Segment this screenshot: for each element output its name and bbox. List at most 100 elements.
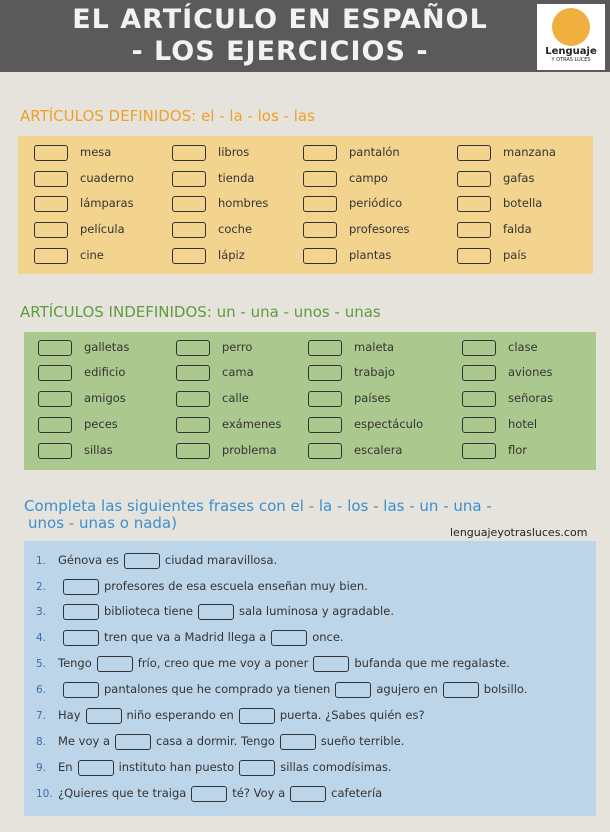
word-item: maleta <box>308 339 395 356</box>
header: EL ARTÍCULO EN ESPAÑOL - LOS EJERCICIOS … <box>0 0 610 72</box>
sentence-number: 5. <box>36 658 47 670</box>
indefinidos-title: ARTÍCULOS INDEFINIDOS: un - una - unos -… <box>20 303 381 321</box>
answer-blank[interactable] <box>85 707 122 724</box>
answer-box[interactable] <box>303 170 337 187</box>
answer-box[interactable] <box>176 442 210 459</box>
answer-box[interactable] <box>172 144 206 161</box>
answer-box[interactable] <box>457 170 491 187</box>
answer-box[interactable] <box>176 390 210 407</box>
answer-box[interactable] <box>172 247 206 264</box>
word-item: amigos <box>38 390 126 407</box>
answer-box[interactable] <box>176 364 210 381</box>
answer-blank[interactable] <box>271 629 308 646</box>
sentence-text: bufanda que me regalaste. <box>354 656 510 670</box>
sentence-text: Génova es <box>58 553 119 567</box>
answer-box[interactable] <box>457 195 491 212</box>
sentence-item: 8. Me voy a casa a dormir. Tengo sueño terr… <box>36 732 404 751</box>
answer-box[interactable] <box>462 416 496 433</box>
answer-blank[interactable] <box>197 603 234 620</box>
answer-box[interactable] <box>462 364 496 381</box>
word-label: peces <box>84 417 118 431</box>
answer-box[interactable] <box>176 339 210 356</box>
answer-blank[interactable] <box>63 578 99 595</box>
answer-box[interactable] <box>38 416 72 433</box>
word-label: gafas <box>503 171 535 185</box>
answer-box[interactable] <box>34 221 68 238</box>
answer-blank[interactable] <box>63 603 99 620</box>
sentence-text: puerta. ¿Sabes quién es? <box>279 708 425 722</box>
answer-blank[interactable] <box>279 733 316 750</box>
answer-box[interactable] <box>457 144 491 161</box>
sentence-item: 7. Hay niño esperando en puerta. ¿Sabes qui… <box>36 706 425 725</box>
word-label: países <box>354 391 391 405</box>
answer-blank[interactable] <box>191 785 228 802</box>
answer-box[interactable] <box>303 195 337 212</box>
answer-box[interactable] <box>172 170 206 187</box>
word-item: plantas <box>303 247 391 264</box>
answer-box[interactable] <box>462 390 496 407</box>
answer-blank[interactable] <box>115 733 152 750</box>
answer-box[interactable] <box>462 339 496 356</box>
answer-blank[interactable] <box>96 655 133 672</box>
answer-box[interactable] <box>38 339 72 356</box>
word-item: manzana <box>457 144 556 161</box>
answer-box[interactable] <box>462 442 496 459</box>
word-item: edificio <box>38 364 125 381</box>
answer-blank[interactable] <box>77 759 114 776</box>
answer-box[interactable] <box>172 195 206 212</box>
answer-box[interactable] <box>303 221 337 238</box>
answer-blank[interactable] <box>63 681 99 698</box>
sentence-text: ¿Quieres que te traiga <box>58 786 187 800</box>
answer-box[interactable] <box>457 247 491 264</box>
definidos-title: ARTÍCULOS DEFINIDOS: el - la - los - las <box>20 107 315 125</box>
answer-box[interactable] <box>34 144 68 161</box>
answer-blank[interactable] <box>239 759 276 776</box>
sentence-number: 8. <box>36 736 47 748</box>
answer-blank[interactable] <box>290 785 327 802</box>
answer-blank[interactable] <box>238 707 275 724</box>
answer-box[interactable] <box>34 247 68 264</box>
sentence-number: 10. <box>36 788 53 800</box>
answer-blank[interactable] <box>442 681 479 698</box>
answer-box[interactable] <box>172 221 206 238</box>
sentence-text: ciudad maravillosa. <box>164 553 278 567</box>
frases-title-line2: unos - unas o nada) <box>28 514 177 532</box>
word-item: aviones <box>462 364 552 381</box>
word-item: país <box>457 247 527 264</box>
sentence-text: casa a dormir. Tengo <box>156 734 275 748</box>
answer-box[interactable] <box>34 195 68 212</box>
answer-box[interactable] <box>308 416 342 433</box>
answer-box[interactable] <box>34 170 68 187</box>
answer-blank[interactable] <box>63 629 99 646</box>
word-item: problema <box>176 442 277 459</box>
answer-box[interactable] <box>308 442 342 459</box>
answer-blank[interactable] <box>335 681 372 698</box>
word-label: campo <box>349 171 388 185</box>
answer-box[interactable] <box>308 390 342 407</box>
answer-blank[interactable] <box>313 655 350 672</box>
word-item: falda <box>457 221 532 238</box>
word-label: perro <box>222 340 253 354</box>
answer-box[interactable] <box>303 247 337 264</box>
sentence-number: 7. <box>36 710 47 722</box>
answer-box[interactable] <box>38 364 72 381</box>
sentence-text: tren que va a Madrid llega a <box>104 630 267 644</box>
answer-box[interactable] <box>38 390 72 407</box>
answer-box[interactable] <box>308 339 342 356</box>
answer-blank[interactable] <box>123 552 160 569</box>
sentence-text: profesores de esa escuela enseñan muy bi… <box>104 579 368 593</box>
logo-text: Lenguaje <box>545 46 597 57</box>
answer-box[interactable] <box>457 221 491 238</box>
word-label: profesores <box>349 222 410 236</box>
answer-box[interactable] <box>38 442 72 459</box>
sentence-number: 9. <box>36 762 47 774</box>
answer-box[interactable] <box>308 364 342 381</box>
word-item: libros <box>172 144 249 161</box>
sentence-text: frío, creo que me voy a poner <box>137 656 309 670</box>
word-label: maleta <box>354 340 395 354</box>
sentence-text: Hay <box>58 708 81 722</box>
answer-box[interactable] <box>176 416 210 433</box>
answer-box[interactable] <box>303 144 337 161</box>
word-label: hotel <box>508 417 538 431</box>
word-label: trabajo <box>354 365 395 379</box>
